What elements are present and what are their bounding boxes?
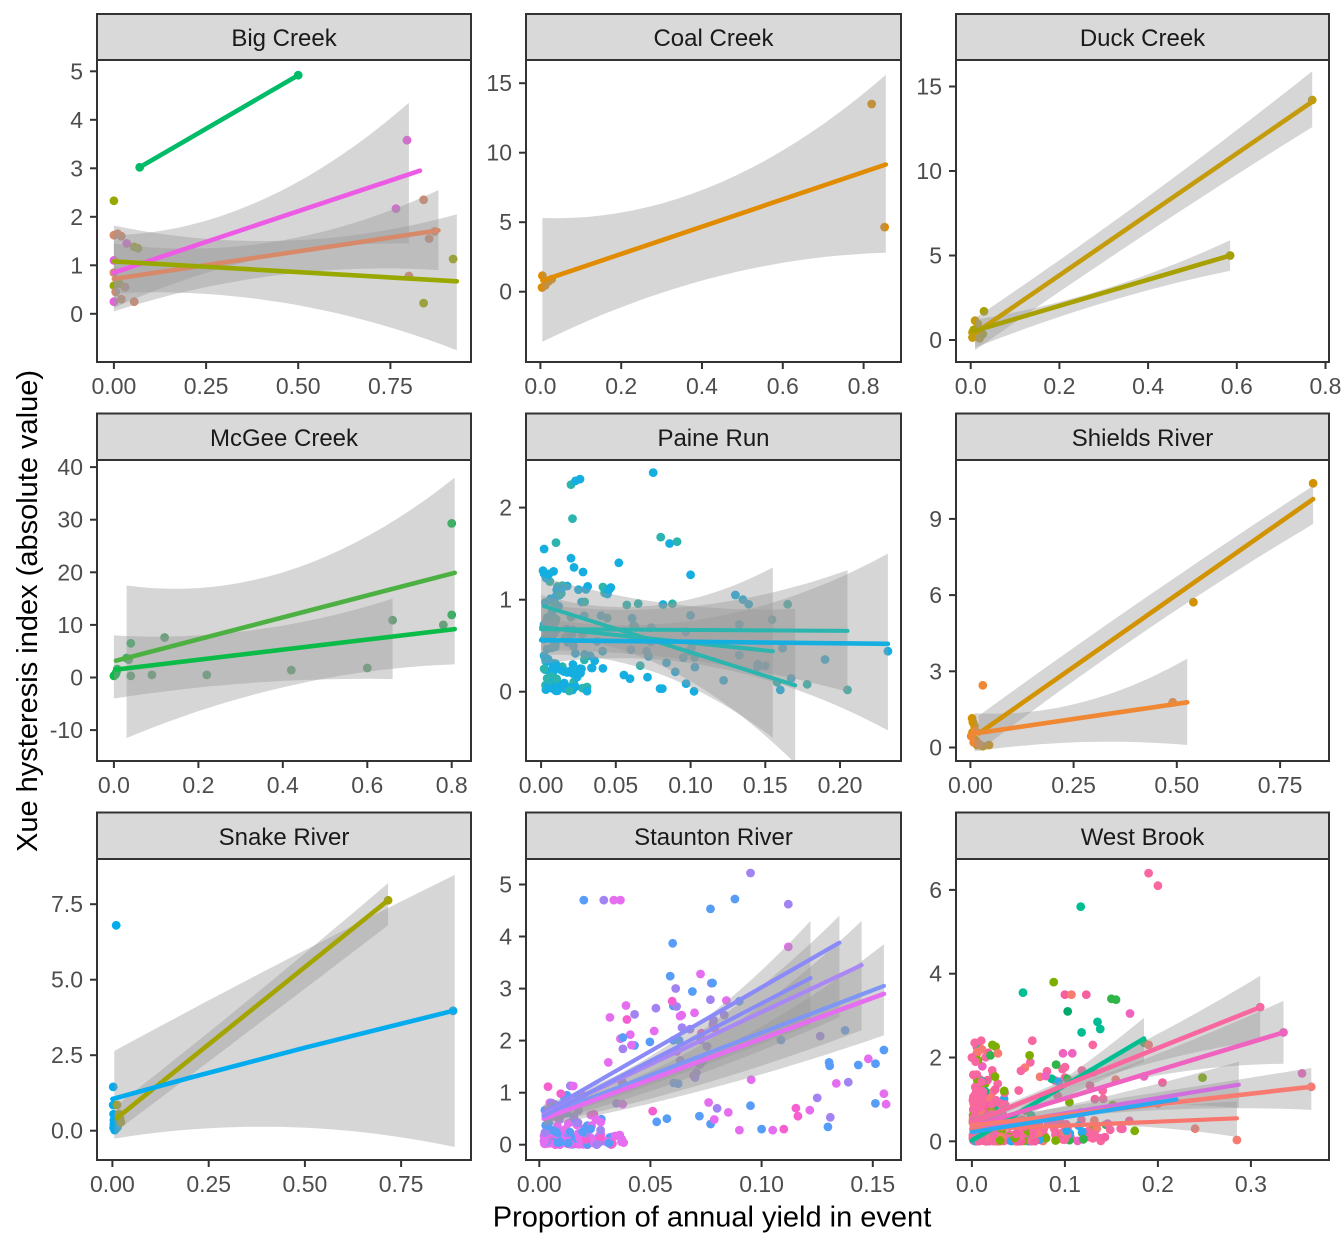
svg-text:9: 9 [929, 506, 942, 532]
svg-text:0.0: 0.0 [98, 772, 130, 798]
svg-text:0.8: 0.8 [848, 373, 880, 399]
svg-text:40: 40 [57, 454, 83, 480]
svg-text:0.05: 0.05 [628, 1171, 673, 1197]
svg-text:2: 2 [499, 1028, 512, 1054]
svg-text:West Brook: West Brook [1081, 824, 1206, 851]
svg-text:0.0: 0.0 [955, 373, 987, 399]
svg-text:0.15: 0.15 [850, 1171, 895, 1197]
svg-text:0.0: 0.0 [51, 1118, 83, 1144]
svg-text:0.75: 0.75 [1258, 772, 1303, 798]
svg-text:Duck Creek: Duck Creek [1080, 25, 1206, 52]
svg-text:0: 0 [70, 301, 83, 327]
svg-text:0.0: 0.0 [956, 1171, 988, 1197]
svg-text:0.15: 0.15 [743, 772, 788, 798]
svg-text:0.4: 0.4 [267, 772, 299, 798]
svg-text:0.25: 0.25 [1051, 772, 1096, 798]
svg-text:0.2: 0.2 [1142, 1171, 1174, 1197]
svg-text:0: 0 [929, 327, 942, 353]
svg-text:3: 3 [70, 155, 83, 181]
svg-text:0: 0 [929, 735, 942, 761]
svg-text:0.4: 0.4 [686, 373, 718, 399]
svg-text:Big Creek: Big Creek [231, 25, 337, 52]
svg-text:0.2: 0.2 [1043, 373, 1075, 399]
svg-text:4: 4 [929, 961, 942, 987]
svg-text:7.5: 7.5 [51, 891, 83, 917]
svg-text:0.00: 0.00 [92, 373, 137, 399]
svg-text:0: 0 [929, 1128, 942, 1154]
svg-text:0.0: 0.0 [524, 373, 556, 399]
svg-text:0.1: 0.1 [1049, 1171, 1081, 1197]
svg-text:2: 2 [70, 204, 83, 230]
svg-text:1: 1 [70, 252, 83, 278]
svg-text:3: 3 [929, 658, 942, 684]
svg-text:Xue hysteresis index (absolute: Xue hysteresis index (absolute value) [12, 370, 44, 852]
svg-text:5.0: 5.0 [51, 967, 83, 993]
svg-text:5: 5 [499, 209, 512, 235]
svg-text:15: 15 [916, 74, 942, 100]
svg-text:4: 4 [499, 924, 512, 950]
svg-text:0.6: 0.6 [767, 373, 799, 399]
svg-text:5: 5 [70, 58, 83, 84]
svg-text:0.2: 0.2 [605, 373, 637, 399]
svg-text:0.00: 0.00 [948, 772, 993, 798]
svg-text:0.3: 0.3 [1235, 1171, 1267, 1197]
svg-text:0.50: 0.50 [276, 373, 321, 399]
svg-text:10: 10 [57, 612, 83, 638]
svg-text:20: 20 [57, 559, 83, 585]
svg-text:0.10: 0.10 [668, 772, 713, 798]
svg-text:0.25: 0.25 [186, 1171, 231, 1197]
svg-text:6: 6 [929, 877, 942, 903]
svg-text:15: 15 [486, 70, 512, 96]
svg-text:2.5: 2.5 [51, 1042, 83, 1068]
svg-text:0.50: 0.50 [283, 1171, 328, 1197]
svg-text:0: 0 [499, 1132, 512, 1158]
svg-text:0.10: 0.10 [739, 1171, 784, 1197]
svg-text:5: 5 [929, 243, 942, 269]
svg-text:0.75: 0.75 [368, 373, 413, 399]
svg-text:30: 30 [57, 507, 83, 533]
svg-text:0: 0 [499, 279, 512, 305]
svg-text:10: 10 [486, 140, 512, 166]
svg-text:Shields River: Shields River [1072, 425, 1213, 452]
svg-text:0.20: 0.20 [818, 772, 863, 798]
svg-text:6: 6 [929, 582, 942, 608]
svg-text:0.8: 0.8 [436, 772, 468, 798]
svg-text:10: 10 [916, 158, 942, 184]
svg-text:0.6: 0.6 [1221, 373, 1253, 399]
svg-text:0: 0 [70, 665, 83, 691]
svg-text:2: 2 [499, 495, 512, 521]
svg-text:1: 1 [499, 1080, 512, 1106]
svg-text:2: 2 [929, 1045, 942, 1071]
svg-text:Proportion of annual yield in: Proportion of annual yield in event [493, 1202, 932, 1234]
svg-text:0: 0 [499, 679, 512, 705]
svg-text:0.05: 0.05 [593, 772, 638, 798]
svg-text:Coal Creek: Coal Creek [653, 25, 774, 52]
svg-text:0.8: 0.8 [1310, 373, 1342, 399]
svg-text:0.25: 0.25 [184, 373, 229, 399]
svg-text:3: 3 [499, 976, 512, 1002]
svg-text:0.6: 0.6 [351, 772, 383, 798]
svg-text:5: 5 [499, 872, 512, 898]
svg-text:Paine Run: Paine Run [657, 425, 769, 452]
svg-text:Staunton River: Staunton River [634, 824, 793, 851]
svg-text:4: 4 [70, 107, 83, 133]
svg-text:McGee Creek: McGee Creek [210, 425, 359, 452]
svg-text:0.00: 0.00 [517, 1171, 562, 1197]
svg-text:0.50: 0.50 [1154, 772, 1199, 798]
svg-text:0.75: 0.75 [379, 1171, 424, 1197]
svg-text:0.4: 0.4 [1132, 373, 1164, 399]
svg-text:0.00: 0.00 [90, 1171, 135, 1197]
svg-text:Snake River: Snake River [219, 824, 350, 851]
svg-text:0.00: 0.00 [519, 772, 564, 798]
svg-text:-10: -10 [50, 717, 83, 743]
svg-text:0.2: 0.2 [182, 772, 214, 798]
svg-text:1: 1 [499, 587, 512, 613]
